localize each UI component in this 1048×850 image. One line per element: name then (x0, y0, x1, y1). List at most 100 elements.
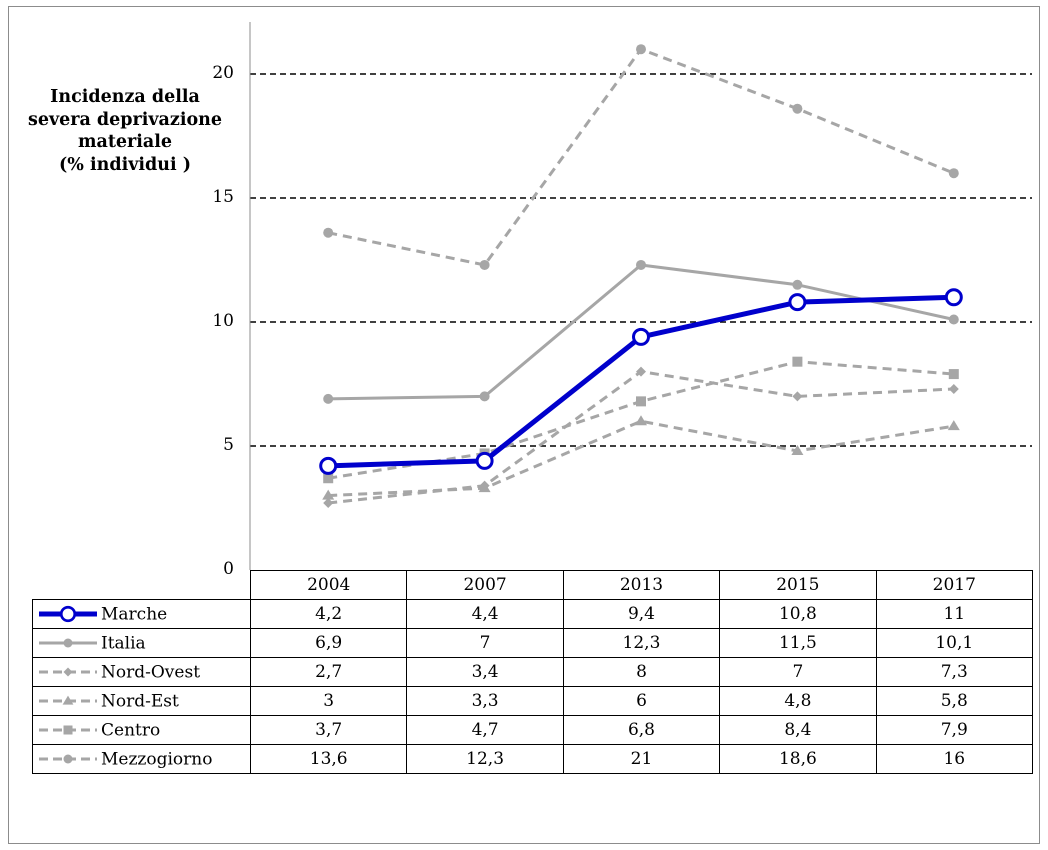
legend-marker (63, 725, 73, 735)
point-mezzogiorno-2013 (636, 44, 646, 55)
y-axis-label: Incidenza della severa deprivazione mate… (8, 86, 242, 176)
point-mezzogiorno-2007 (479, 259, 490, 270)
legend-marker (63, 638, 73, 648)
x-tick-label-2017: 2017 (875, 570, 1033, 600)
series-line-mezzogiorno (327, 47, 955, 267)
legend-entry-marche: Marche (32, 599, 251, 629)
legend-label: Centro (101, 720, 161, 741)
point-centro-2013 (636, 396, 646, 407)
data-label-marche-2004: 4,2 (249, 599, 408, 629)
data-label-nord-est-2013: 6 (562, 686, 721, 716)
point-marche-2007 (475, 451, 494, 470)
data-label-nord-est-2015: 4,8 (719, 686, 877, 716)
data-label-italia-2017: 10,1 (875, 628, 1033, 658)
legend-marker (63, 667, 73, 677)
data-label-nord-est-2007: 3,3 (406, 686, 564, 716)
legend-marker (59, 606, 77, 623)
point-nord-est-2004 (322, 489, 335, 500)
data-label-nord-ovest-2007: 3,4 (406, 657, 564, 687)
point-italia-2004 (323, 393, 334, 404)
data-label-mezzogiorno-2004: 13,6 (249, 744, 408, 774)
data-label-nord-ovest-2017: 7,3 (875, 657, 1033, 687)
series-italia (323, 259, 959, 404)
data-label-mezzogiorno-2015: 18,6 (719, 744, 877, 774)
data-label-italia-2004: 6,9 (249, 628, 408, 658)
chart-frame (8, 6, 1040, 844)
point-nord-ovest-2013 (636, 366, 646, 377)
legend-marker (62, 695, 74, 705)
legend-swatch (39, 725, 97, 735)
y-axis-label-line-3: materiale (77, 132, 173, 152)
point-marche-2004 (319, 456, 338, 475)
legend-label: Nord-Ovest (101, 662, 201, 683)
data-label-centro-2007: 4,7 (406, 715, 564, 745)
point-centro-2017 (948, 369, 959, 380)
point-nord-est-2017 (947, 420, 960, 431)
data-label-nord-est-2004: 3 (249, 686, 408, 716)
legend-entry-nord-est: Nord-Est (32, 686, 251, 716)
legend-swatch (39, 638, 97, 648)
y-tick-label-10: 10 (212, 311, 234, 331)
table-row: Mezzogiorno 13,6 12,3 21 18,6 16 (32, 744, 1033, 774)
legend-swatch (39, 606, 97, 623)
legend-entry-centro: Centro (32, 715, 251, 745)
data-label-italia-2007: 7 (406, 628, 564, 658)
table-row: Italia 6,9 7 12,3 11,5 10,1 (32, 628, 1033, 658)
series-line-nord-ovest (328, 370, 954, 505)
x-tick-label-2013: 2013 (562, 570, 721, 600)
data-label-marche-2015: 10,8 (719, 599, 877, 629)
data-label-nord-ovest-2015: 7 (719, 657, 877, 687)
data-label-centro-2015: 8,4 (719, 715, 877, 745)
point-italia-2015 (792, 279, 803, 290)
x-tick-label-2004: 2004 (249, 570, 408, 600)
legend-entry-nord-ovest: Nord-Ovest (32, 657, 251, 687)
x-tick-label-2015: 2015 (719, 570, 877, 600)
data-label-marche-2017: 11 (875, 599, 1033, 629)
legend-label: Nord-Est (101, 691, 179, 712)
series-mezzogiorno (323, 44, 959, 270)
point-italia-2017 (948, 314, 959, 325)
table-corner (32, 570, 251, 600)
legend-swatch (39, 667, 97, 677)
data-label-centro-2004: 3,7 (249, 715, 408, 745)
x-tick-label-2007: 2007 (406, 570, 564, 600)
series-nord-est (322, 415, 960, 500)
data-label-mezzogiorno-2013: 21 (562, 744, 721, 774)
legend-entry-mezzogiorno: Mezzogiorno (32, 744, 251, 774)
legend-label: Mezzogiorno (101, 749, 213, 770)
legend-label: Italia (101, 633, 146, 654)
point-mezzogiorno-2004 (323, 227, 334, 238)
point-italia-2007 (479, 391, 490, 402)
point-nord-est-2013 (635, 415, 647, 426)
y-tick-label-20: 20 (212, 63, 234, 83)
y-axis-label-line-1: Incidenza della (50, 87, 200, 107)
data-label-nord-ovest-2004: 2,7 (249, 657, 408, 687)
point-mezzogiorno-2017 (948, 168, 959, 179)
y-axis-label-line-4: (% individui ) (58, 154, 192, 175)
data-table: 2004 2007 2013 2015 2017 Marche 4,2 4,4 9,4 10,8 1… (32, 570, 1033, 774)
data-label-centro-2013: 6,8 (562, 715, 721, 745)
point-marche-2015 (788, 293, 807, 312)
data-label-italia-2013: 12,3 (562, 628, 721, 658)
data-label-nord-est-2017: 5,8 (875, 686, 1033, 716)
series-nord-ovest (323, 366, 959, 509)
data-label-centro-2017: 7,9 (875, 715, 1033, 745)
y-tick-label-5: 5 (223, 435, 234, 455)
y-axis-label-line-2: severa deprivazione (27, 109, 223, 130)
legend-marker (63, 754, 73, 764)
data-label-italia-2015: 11,5 (719, 628, 877, 658)
point-centro-2015 (792, 356, 803, 367)
data-label-nord-ovest-2013: 8 (562, 657, 721, 687)
data-label-marche-2013: 9,4 (562, 599, 721, 629)
table-row: Marche 4,2 4,4 9,4 10,8 11 (32, 599, 1033, 629)
data-label-mezzogiorno-2007: 12,3 (406, 744, 564, 774)
data-label-mezzogiorno-2017: 16 (875, 744, 1033, 774)
data-label-marche-2007: 4,4 (406, 599, 564, 629)
series-line-nord-est (328, 419, 955, 498)
legend-entry-italia: Italia (32, 628, 251, 658)
point-marche-2013 (632, 327, 650, 346)
point-centro-2004 (323, 473, 334, 484)
point-nord-est-2015 (791, 444, 804, 455)
point-marche-2017 (944, 288, 963, 307)
